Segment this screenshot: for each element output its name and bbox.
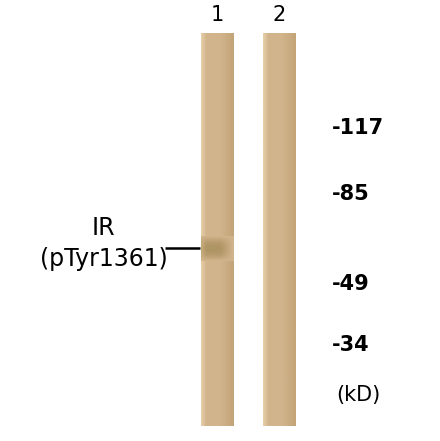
Text: 1: 1 <box>211 5 224 26</box>
Text: IR: IR <box>92 216 115 240</box>
Text: -34: -34 <box>332 335 370 355</box>
Text: (kD): (kD) <box>337 385 381 405</box>
Text: 2: 2 <box>273 5 286 26</box>
Text: -49: -49 <box>332 274 370 295</box>
Text: -85: -85 <box>332 184 370 204</box>
Text: (pTyr1361): (pTyr1361) <box>40 247 167 271</box>
Text: -117: -117 <box>332 118 384 138</box>
